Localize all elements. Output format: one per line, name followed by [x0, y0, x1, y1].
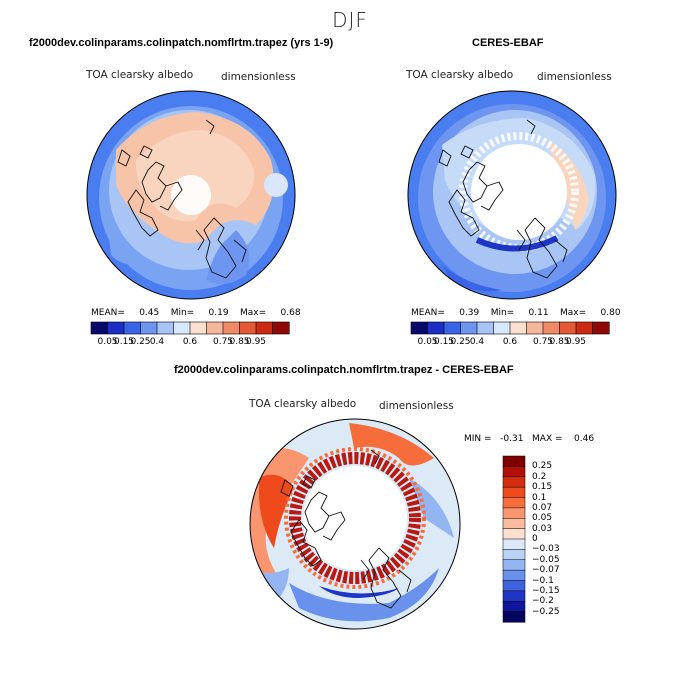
panel-1-units-label: dimensionless — [221, 71, 296, 83]
panel-3-colorbar-swatch — [502, 518, 526, 530]
panel-2-colorbar-tick-label: 0.75 — [532, 337, 554, 347]
panel-2-colorbar-tick-label: 0.25 — [450, 337, 471, 347]
panel-1-colorbar-swatch — [222, 321, 241, 335]
panel-1-colorbar-tick-label: 0.4 — [149, 337, 165, 347]
panel-3-colorbar-swatch — [502, 590, 526, 602]
panel-2-colorbar-swatch — [443, 321, 462, 335]
panel-2-colorbar-tick-label: 0.4 — [469, 337, 485, 347]
panel-1-colorbar — [90, 321, 290, 335]
panel-3-colorbar-swatch — [502, 507, 526, 519]
panel-3-colorbar-tick-label: −0.03 — [532, 544, 560, 555]
panel-2-colorbar-tick-label: 0.05 — [417, 337, 438, 347]
panel-1-colorbar-tick-label: 0.05 — [97, 337, 118, 347]
panel-2-colorbar-swatch — [575, 321, 594, 335]
panel-1-stats: MEAN= 0.45 Min= 0.19 Max= 0.68 — [91, 308, 301, 318]
panel-2-colorbar-swatch — [509, 321, 528, 335]
season-title: DJF — [332, 8, 368, 32]
panel-3-colorbar-tick-label: 0.1 — [532, 492, 547, 503]
panel-1-colorbar-tick-label: 0.6 — [182, 337, 198, 347]
panel-2-stats: MEAN= 0.39 Min= 0.11 Max= 0.80 — [411, 308, 621, 318]
panel-3-stats: MIN = -0.31 MAX = 0.46 — [464, 434, 595, 444]
panel-1-colorbar-ticks: 0.05 0.15 0.25 0.4 0.6 0.75 0.85 0.95 — [91, 337, 289, 351]
panel-3-colorbar-tick-label: −0.25 — [532, 606, 560, 617]
panel-3-colorbar — [502, 455, 526, 623]
panel-3-colorbar-swatch — [502, 528, 526, 540]
panel-3-colorbar-tick-label: 0.15 — [532, 482, 553, 493]
panel-3-colorbar-tick-label: 0 — [532, 534, 538, 544]
panel-1-colorbar-swatch — [107, 321, 125, 335]
panel-3-colorbar-swatch — [502, 601, 526, 613]
panel-2-title: CERES-EBAF — [472, 37, 544, 49]
panel-1-colorbar-swatch — [239, 321, 257, 335]
panel-3-colorbar-swatch — [502, 486, 526, 499]
panel-1-colorbar-swatch — [123, 321, 142, 335]
panel-3-colorbar-swatch — [502, 497, 526, 509]
panel-3-colorbar-swatch — [502, 466, 526, 478]
panel-3-colorbar-tick-label: −0.05 — [532, 554, 560, 565]
panel-3-colorbar-tick-label: −0.15 — [532, 585, 560, 596]
panel-2-polar-map — [407, 90, 617, 300]
panel-1-polar-map — [86, 90, 296, 300]
panel-3-polar-map — [249, 418, 461, 630]
panel-1-colorbar-swatch — [255, 321, 274, 335]
panel-1-colorbar-swatch — [140, 321, 158, 335]
panel-1-colorbar-tick-label: 0.95 — [245, 337, 267, 347]
panel-1-colorbar-swatch — [272, 321, 290, 335]
panel-2-colorbar-swatch — [427, 321, 445, 335]
panel-1-colorbar-swatch — [189, 321, 208, 335]
panel-1-colorbar-swatch — [156, 321, 175, 335]
panel-3-colorbar-tick-label: 0.07 — [532, 502, 553, 513]
panel-3-colorbar-swatch — [502, 580, 526, 592]
panel-3-variable-label: TOA clearsky albedo — [249, 398, 357, 410]
panel-2-colorbar-swatch — [526, 321, 544, 335]
panel-3-colorbar-tick-label: −0.07 — [532, 565, 560, 576]
panel-1-title: f2000dev.colinparams.colinpatch.nomflrtm… — [29, 37, 334, 49]
panel-2-colorbar-swatch — [476, 321, 495, 335]
panel-2-colorbar-tick-label: 0.15 — [433, 337, 455, 347]
panel-3-colorbar-swatch — [502, 476, 526, 488]
panel-2-colorbar-tick-label: 0.6 — [502, 337, 518, 347]
panel-1-colorbar-tick-label: 0.15 — [113, 337, 135, 347]
panel-2-colorbar-ticks: 0.05 0.15 0.25 0.4 0.6 0.75 0.85 0.95 — [411, 337, 609, 351]
panel-3-colorbar-swatch — [502, 611, 526, 623]
panel-1-colorbar-swatch — [90, 321, 109, 335]
panel-3-colorbar-tick-label: 0.05 — [532, 513, 553, 524]
panel-1-colorbar-tick-label: 0.85 — [229, 337, 250, 347]
panel-3-colorbar-tick-label: −0.2 — [532, 596, 554, 607]
panel-2-colorbar — [410, 321, 610, 335]
panel-3-colorbar-swatch — [502, 538, 526, 550]
panel-2-variable-label: TOA clearsky albedo — [406, 69, 514, 81]
panel-1-variable-label: TOA clearsky albedo — [86, 69, 194, 81]
panel-2-units-label: dimensionless — [537, 71, 612, 83]
panel-3-colorbar-ticks: 0.25 0.2 0.15 0.1 0.07 0.05 0.03 0 −0.03 −0.05 −0.… — [532, 456, 582, 622]
panel-1-colorbar-tick-label: 0.75 — [212, 337, 234, 347]
panel-2-colorbar-swatch — [542, 321, 561, 335]
panel-1-colorbar-tick-label: 0.25 — [130, 337, 151, 347]
panel-1-colorbar-swatch — [206, 321, 224, 335]
panel-3-colorbar-swatch — [502, 549, 526, 561]
panel-2-colorbar-swatch — [559, 321, 577, 335]
panel-3-units-label: dimensionless — [379, 400, 454, 412]
panel-3-colorbar-tick-label: 0.03 — [532, 523, 553, 534]
panel-3-colorbar-swatch — [502, 455, 526, 467]
panel-2-colorbar-swatch — [410, 321, 429, 335]
panel-2-colorbar-swatch — [460, 321, 478, 335]
panel-3-colorbar-tick-label: −0.1 — [532, 575, 554, 586]
panel-3-colorbar-tick-label: 0.2 — [532, 471, 547, 482]
panel-3-title: f2000dev.colinparams.colinpatch.nomflrtm… — [174, 364, 514, 376]
panel-3-colorbar-swatch — [502, 569, 526, 582]
panel-2-colorbar-swatch — [493, 321, 511, 335]
panel-2-colorbar-swatch — [592, 321, 610, 335]
panel-2-colorbar-tick-label: 0.85 — [549, 337, 570, 347]
panel-3-colorbar-swatch — [502, 559, 526, 571]
panel-1-colorbar-swatch — [173, 321, 191, 335]
panel-3-colorbar-tick-label: 0.25 — [532, 461, 553, 472]
panel-2-colorbar-tick-label: 0.95 — [565, 337, 587, 347]
